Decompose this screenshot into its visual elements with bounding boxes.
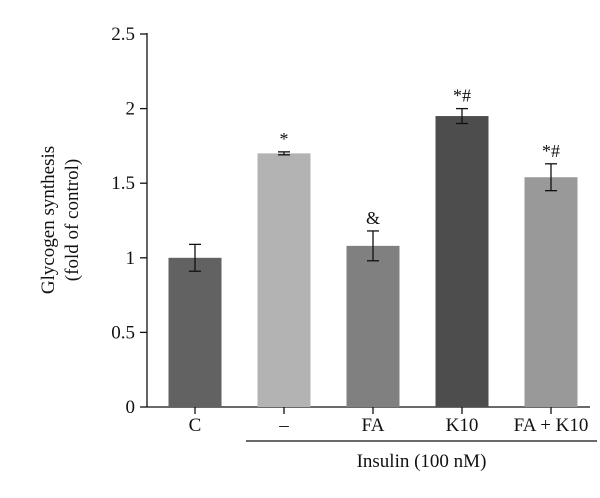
significance-mark: *# [542, 141, 560, 161]
category-label: FA + K10 [514, 415, 589, 436]
y-tick-label: 1 [126, 248, 136, 269]
significance-mark: & [366, 208, 380, 228]
significance-mark: * [280, 129, 289, 149]
category-labels: C – FA K10 FA + K10 [189, 415, 589, 436]
y-tick-label: 0 [126, 397, 136, 418]
y-axis-title-line1: Glycogen synthesis [38, 146, 59, 294]
category-label: – [278, 415, 289, 436]
bar [435, 116, 489, 407]
significance-annotations: * & *# *# [280, 86, 561, 228]
bar [346, 245, 400, 407]
y-tick-label: 0.5 [111, 322, 135, 343]
bar [168, 257, 222, 407]
y-axis-title: Glycogen synthesis (fold of control) [38, 146, 83, 294]
category-label: C [189, 415, 202, 436]
insulin-group-label: Insulin (100 nM) [357, 451, 487, 472]
category-label: FA [362, 415, 385, 436]
error-bars [189, 107, 557, 272]
bar [257, 153, 311, 407]
y-tick-label: 2 [126, 99, 136, 120]
category-label: K10 [446, 415, 479, 436]
y-axis-title-line2: (fold of control) [62, 159, 83, 281]
bars [168, 116, 578, 407]
y-tick-label: 2.5 [111, 24, 135, 45]
bar [524, 177, 578, 407]
significance-mark: *# [453, 86, 471, 106]
y-tick-label: 1.5 [111, 173, 135, 194]
